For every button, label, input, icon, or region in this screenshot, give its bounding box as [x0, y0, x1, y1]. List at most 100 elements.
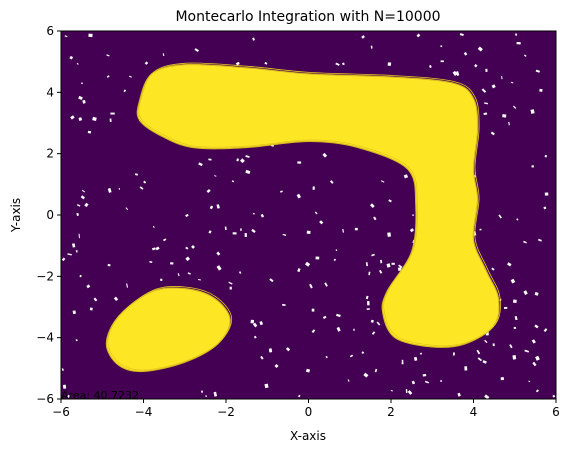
- noise-speck: [306, 368, 311, 373]
- noise-speck: [123, 89, 127, 93]
- area-annotation: Area: 40.7232: [61, 389, 139, 402]
- noise-speck: [411, 380, 416, 385]
- noise-speck: [544, 154, 548, 158]
- noise-speck: [67, 253, 72, 256]
- y-tick-label: 2: [46, 147, 54, 161]
- noise-speck: [373, 216, 377, 221]
- noise-speck: [110, 112, 115, 115]
- noise-speck: [455, 71, 460, 76]
- noise-speck: [324, 282, 328, 287]
- noise-speck: [252, 37, 255, 41]
- noise-speck: [512, 299, 517, 303]
- noise-speck: [424, 380, 430, 384]
- inside-regions: [105, 62, 501, 373]
- x-tick-label: −4: [135, 405, 153, 419]
- noise-speck: [62, 384, 67, 389]
- noise-speck: [78, 233, 80, 239]
- noise-speck: [535, 69, 540, 73]
- noise-speck: [107, 188, 112, 193]
- noise-speck: [516, 218, 519, 221]
- y-tick-label: −6: [36, 392, 54, 406]
- noise-speck: [315, 256, 320, 260]
- chart-title: Montecarlo Integration with N=10000: [175, 9, 440, 25]
- noise-speck: [523, 290, 528, 295]
- x-axis-ticks: −6 −4 −2 0 2 4 6: [52, 399, 560, 419]
- noise-speck: [412, 214, 414, 217]
- noise-speck: [365, 295, 369, 300]
- noise-speck: [282, 303, 286, 307]
- noise-speck: [76, 203, 81, 207]
- noise-speck: [325, 355, 328, 359]
- noise-speck: [490, 131, 495, 136]
- noise-speck: [405, 389, 408, 394]
- noise-speck: [370, 319, 374, 323]
- noise-speck: [252, 322, 258, 328]
- noise-speck: [409, 228, 415, 233]
- y-tick-label: 0: [46, 208, 54, 222]
- noise-speck: [515, 33, 518, 36]
- contour-upper-arm-2: [138, 62, 501, 347]
- noise-speck: [75, 339, 78, 342]
- noise-speck: [260, 213, 265, 218]
- noise-speck: [231, 180, 235, 183]
- noise-speck: [419, 352, 423, 355]
- noise-speck: [530, 109, 535, 114]
- noise-speck: [79, 274, 82, 278]
- noise-speck: [368, 271, 371, 276]
- noise-speck: [523, 54, 527, 57]
- noise-speck: [367, 301, 370, 306]
- noise-speck: [528, 380, 531, 383]
- noise-speck: [335, 249, 338, 252]
- noise-speck: [67, 394, 71, 398]
- x-axis-label: X-axis: [290, 429, 326, 443]
- noise-speck: [507, 262, 512, 267]
- noise-speck: [109, 118, 112, 123]
- noise-speck: [134, 173, 139, 176]
- noise-speck: [244, 232, 247, 237]
- noise-speck: [342, 228, 345, 233]
- noise-speck: [311, 308, 315, 312]
- noise-speck: [187, 272, 191, 275]
- noise-speck: [374, 368, 378, 373]
- noise-speck: [87, 130, 92, 134]
- noise-speck: [477, 357, 483, 362]
- noise-speck: [216, 251, 221, 256]
- contour-lower-blob: [105, 287, 231, 373]
- noise-speck: [333, 258, 337, 262]
- noise-speck: [82, 99, 86, 104]
- noise-speck: [532, 361, 537, 367]
- noise-speck: [125, 207, 129, 211]
- noise-speck: [235, 61, 240, 66]
- y-axis-label: Y-axis: [9, 198, 23, 233]
- noise-speck: [483, 112, 488, 116]
- noise-speck: [322, 315, 327, 319]
- noise-speck: [329, 180, 334, 184]
- noise-speck: [484, 394, 490, 400]
- noise-speck: [206, 189, 211, 193]
- noise-speck: [306, 230, 311, 234]
- noise-speck: [92, 116, 97, 122]
- noise-speck: [205, 395, 208, 397]
- noise-speck: [143, 180, 147, 184]
- noise-speck: [268, 348, 273, 353]
- noise-speck: [513, 326, 517, 330]
- noise-speck: [376, 321, 381, 326]
- noise-speck: [224, 226, 227, 230]
- noise-speck: [197, 278, 201, 281]
- noise-speck: [361, 35, 365, 39]
- noise-speck: [126, 283, 129, 288]
- noise-speck: [440, 380, 442, 382]
- x-tick-label: 2: [387, 405, 395, 419]
- noise-speck: [508, 121, 510, 126]
- noise-speck: [543, 206, 547, 210]
- noise-speck: [152, 225, 155, 228]
- noise-speck: [380, 259, 383, 264]
- noise-speck: [64, 35, 68, 38]
- noise-speck: [401, 361, 404, 365]
- noise-speck: [452, 70, 458, 77]
- noise-speck: [311, 329, 316, 334]
- noise-speck: [152, 247, 156, 251]
- noise-speck: [216, 265, 222, 271]
- noise-speck: [482, 360, 487, 364]
